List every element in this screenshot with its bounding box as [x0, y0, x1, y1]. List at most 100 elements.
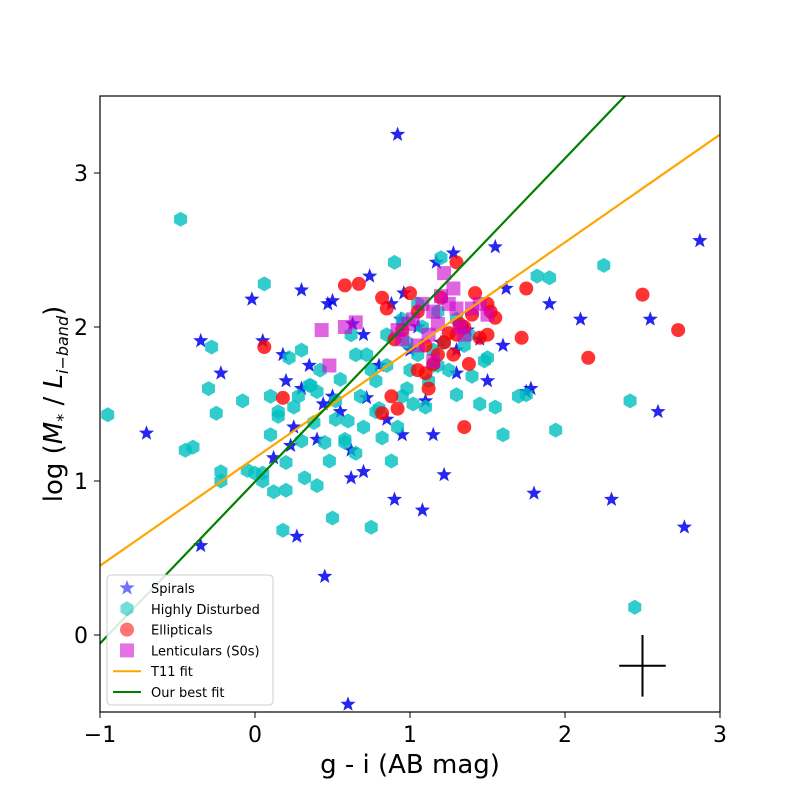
- spirals-point: [436, 466, 452, 482]
- legend-swatch: [119, 580, 135, 595]
- lenticulars-s0s-point: [415, 296, 430, 311]
- spirals-point: [642, 311, 658, 326]
- spirals-point: [317, 568, 333, 583]
- spirals-point: [293, 282, 310, 297]
- spirals-point: [692, 232, 708, 248]
- x-tick-label: 1: [403, 723, 417, 748]
- y-axis: 0 1 2 3: [74, 162, 100, 649]
- spirals-point: [448, 365, 465, 380]
- ellipticals-point: [635, 287, 650, 302]
- spirals-point: [541, 295, 558, 311]
- spirals-point: [301, 357, 317, 372]
- highly-disturbed-point: [291, 388, 305, 404]
- x-axis-label: g - i (AB mag): [320, 750, 500, 780]
- ellipticals-point: [375, 406, 390, 421]
- ellipticals-point: [437, 335, 452, 350]
- highly-disturbed-point: [549, 422, 563, 438]
- highly-disturbed-point: [209, 405, 223, 421]
- legend-label: Our best fit: [151, 686, 225, 701]
- lenticulars-s0s-point: [426, 353, 441, 368]
- highly-disturbed-point: [298, 470, 312, 486]
- y-label-prefix: log (: [39, 444, 69, 502]
- lenticulars-s0s-point: [446, 281, 461, 296]
- highly-disturbed-point: [353, 388, 367, 404]
- highly-disturbed-point: [236, 393, 250, 409]
- spirals-point: [487, 238, 503, 254]
- highly-disturbed-point: [279, 482, 293, 498]
- ellipticals-point: [337, 278, 352, 293]
- highly-disturbed-point: [338, 435, 352, 450]
- lenticulars-s0s-point: [430, 316, 445, 331]
- ellipticals-point: [457, 420, 472, 435]
- spirals-point: [343, 469, 359, 485]
- spirals-point: [340, 696, 356, 711]
- legend-entry: Lenticulars (S0s): [120, 643, 260, 659]
- legend-entry: T11 fit: [113, 665, 193, 680]
- legend-box: [106, 574, 274, 706]
- x-tick-label: −1: [84, 723, 116, 748]
- y-axis-label: log (M* / Li−band): [39, 306, 72, 503]
- spirals-point: [526, 485, 542, 500]
- ellipticals-point: [671, 323, 686, 338]
- highly-disturbed-point: [357, 419, 370, 435]
- spirals-point: [371, 357, 387, 372]
- y-label-sub1: *: [53, 414, 72, 422]
- highly-disturbed-point: [174, 211, 188, 227]
- lenticulars-s0s-point: [449, 301, 464, 316]
- highly-disturbed-point: [364, 519, 378, 535]
- ellipticals-point: [581, 350, 596, 365]
- highly-disturbed-point: [465, 368, 479, 384]
- spirals-point: [138, 425, 155, 440]
- lenticulars-s0s-point: [322, 358, 337, 373]
- highly-disturbed-point: [304, 378, 318, 394]
- legend-entry: Our best fit: [113, 686, 225, 701]
- highly-disturbed-point: [101, 407, 115, 423]
- data-marks: [100, 96, 720, 711]
- spirals-point: [255, 332, 271, 348]
- highly-disturbed-point: [295, 342, 308, 358]
- lenticulars-s0s-point: [395, 332, 410, 347]
- highly-disturbed-point: [310, 478, 324, 494]
- spirals-point: [193, 332, 209, 348]
- highly-disturbed-point: [391, 419, 405, 435]
- spirals-point: [213, 365, 229, 380]
- our-best-fit-line: [100, 96, 627, 645]
- highly-disturbed-point: [326, 510, 339, 526]
- spirals-point: [265, 449, 282, 465]
- highly-disturbed-point: [375, 430, 389, 446]
- lenticulars-s0s-point: [401, 316, 416, 331]
- spirals-point: [289, 528, 305, 543]
- legend-swatch: [120, 622, 134, 637]
- x-tick-label: 0: [248, 723, 262, 748]
- spirals-point: [286, 419, 302, 434]
- lenticulars-s0s-point: [457, 327, 472, 342]
- ellipticals-point: [418, 366, 433, 381]
- ellipticals-point: [480, 327, 495, 342]
- legend-swatch: [120, 601, 134, 617]
- spirals-point: [193, 537, 209, 553]
- y-label-symbol: M: [39, 422, 69, 444]
- ellipticals-point: [421, 381, 436, 396]
- ellipticals-point: [257, 340, 272, 355]
- ellipticals-point: [275, 390, 290, 405]
- ellipticals-point: [446, 347, 461, 362]
- spirals-point: [379, 411, 395, 426]
- highly-disturbed-point: [271, 408, 285, 424]
- highly-disturbed-point: [349, 347, 363, 363]
- highly-disturbed-point: [434, 250, 448, 266]
- y-label-symbol2: L: [39, 374, 69, 389]
- legend-label: Lenticulars (S0s): [151, 644, 260, 659]
- highly-disturbed-point: [341, 413, 355, 429]
- x-axis: −1 0 1 2 3: [84, 712, 727, 748]
- spirals-point: [603, 491, 620, 506]
- highly-disturbed-point: [628, 599, 642, 615]
- highly-disturbed-point: [276, 522, 290, 538]
- ellipticals-point: [519, 281, 534, 296]
- series-ellipticals: [257, 255, 686, 435]
- spirals-point: [315, 396, 331, 411]
- ellipticals-point: [461, 356, 476, 371]
- spirals-point: [383, 295, 400, 311]
- lenticulars-s0s-point: [480, 307, 495, 322]
- error-cross: [619, 635, 666, 697]
